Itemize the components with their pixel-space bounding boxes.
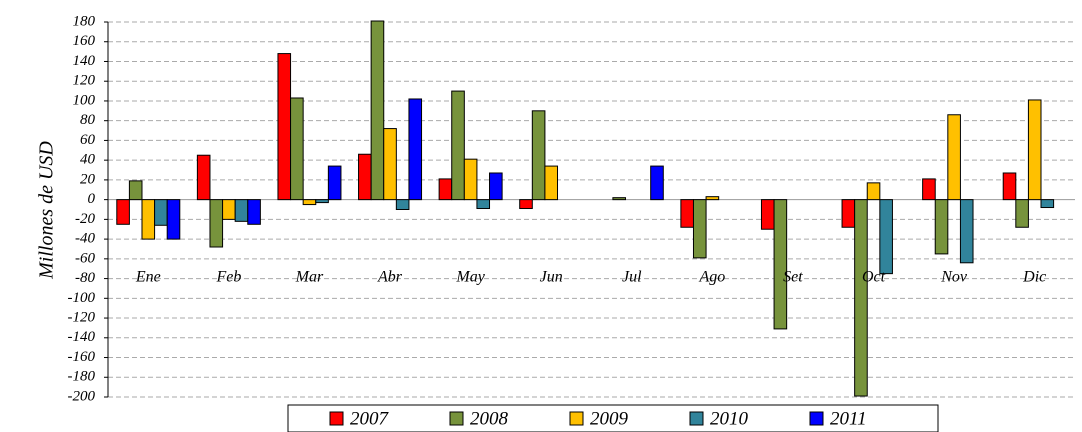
x-tick-label: Dic [1022, 269, 1046, 286]
bar [773, 199, 788, 330]
x-tick-label: Oct [862, 269, 886, 286]
y-tick-label: 100 [73, 92, 96, 108]
bar [141, 199, 156, 240]
bar [922, 178, 936, 201]
x-tick-label: Jun [540, 269, 563, 286]
bar [395, 199, 410, 210]
y-tick-label: -200 [68, 388, 96, 404]
bar [222, 199, 236, 220]
legend-swatch [569, 411, 584, 426]
bar [612, 197, 626, 201]
bar [959, 199, 974, 264]
bar [370, 20, 385, 201]
bar [408, 98, 423, 201]
y-tick-label: -160 [68, 349, 96, 365]
y-axis-label: Millones de USD [36, 141, 58, 280]
legend-label: 2008 [470, 408, 509, 429]
x-tick-label: Abr [377, 269, 403, 286]
bar [705, 196, 720, 201]
y-tick-label: 80 [80, 112, 96, 128]
legend-swatch [689, 411, 704, 426]
bar [327, 165, 342, 201]
bar [166, 199, 181, 240]
x-tick-label: Jul [622, 269, 642, 286]
x-tick-label: May [455, 269, 485, 286]
x-tick-label: Feb [215, 269, 241, 286]
y-tick-label: 120 [73, 73, 96, 89]
bar [234, 199, 249, 222]
x-tick-label: Nov [940, 269, 968, 286]
legend-label: 2010 [710, 408, 749, 429]
bar [451, 90, 465, 201]
bar [934, 199, 949, 255]
x-tick-label: Ago [698, 269, 725, 286]
bar [290, 97, 304, 201]
y-tick-label: 20 [80, 171, 96, 187]
y-tick-label: 40 [80, 152, 96, 168]
y-tick-label: -40 [75, 231, 95, 247]
y-tick-label: 140 [73, 53, 96, 69]
legend-swatch [449, 411, 464, 426]
bar [438, 178, 453, 201]
bar [315, 199, 329, 204]
bar [680, 199, 694, 228]
legend-swatch [809, 411, 824, 426]
legend-label: 2009 [590, 408, 629, 429]
bar [196, 154, 211, 201]
y-tick-label: 160 [73, 33, 96, 49]
bar [489, 172, 503, 201]
bar [128, 180, 143, 201]
y-tick-label: -140 [68, 329, 96, 345]
y-tick-label: -80 [75, 270, 95, 286]
bar [854, 199, 868, 397]
legend-swatch [329, 411, 344, 426]
bar [947, 114, 961, 201]
bar [531, 110, 546, 201]
y-tick-label: -120 [68, 309, 96, 325]
bar [476, 199, 491, 210]
bar [247, 199, 261, 225]
bar [302, 199, 317, 206]
x-tick-label: Ene [135, 269, 161, 286]
bar [1027, 99, 1042, 201]
bar [866, 182, 881, 201]
y-tick-label: 0 [88, 191, 96, 207]
bar [692, 199, 707, 259]
bar [116, 199, 130, 225]
bar [760, 199, 775, 230]
y-tick-label: -20 [75, 211, 95, 227]
bar [544, 165, 559, 201]
bar [1002, 172, 1017, 201]
legend-label: 2011 [830, 408, 867, 429]
bar [154, 199, 168, 226]
legend-box [287, 404, 939, 432]
x-tick-label: Set [783, 269, 803, 286]
bar [358, 153, 372, 201]
bar [519, 199, 533, 210]
bar [1040, 199, 1055, 209]
bar [879, 199, 893, 275]
bar [209, 199, 224, 248]
bar [383, 128, 397, 201]
bar [463, 158, 478, 201]
y-tick-label: 60 [80, 132, 96, 148]
legend-label: 2007 [350, 408, 390, 429]
bar [650, 165, 664, 201]
y-tick-label: -180 [68, 369, 96, 385]
bar [841, 199, 856, 228]
y-tick-label: 180 [73, 13, 96, 29]
x-tick-label: Mar [295, 269, 324, 286]
y-tick-label: -100 [68, 290, 96, 306]
bar [1015, 199, 1029, 228]
y-tick-label: -60 [75, 250, 95, 266]
bar [277, 53, 292, 201]
